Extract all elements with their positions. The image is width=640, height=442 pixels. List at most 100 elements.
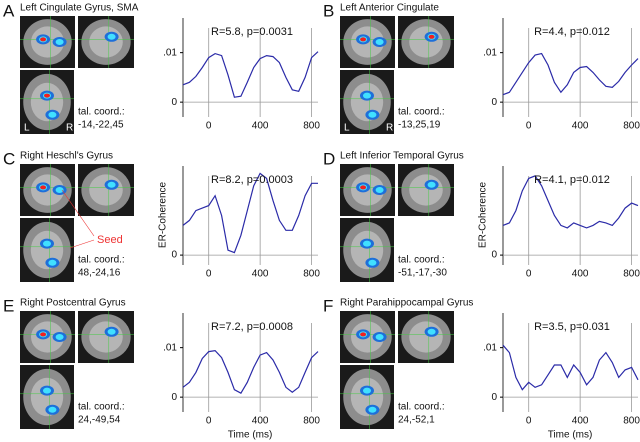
activation <box>363 240 371 247</box>
region-title: Left Anterior Cingulate <box>340 3 439 14</box>
activation <box>107 328 116 335</box>
panel-letter: E <box>3 296 14 315</box>
panel-letter: B <box>323 1 334 20</box>
activation <box>428 34 435 39</box>
brain-inner <box>89 26 123 58</box>
y-tick-label: 0 <box>491 97 497 108</box>
x-tick-label: 0 <box>526 416 532 427</box>
y-tick-label: 0 <box>171 250 177 261</box>
activation <box>55 187 64 193</box>
x-tick-label: 0 <box>526 121 532 132</box>
activation <box>360 332 367 337</box>
coherence-line <box>182 172 318 254</box>
coord-label: tal. coord.: <box>398 255 445 266</box>
x-tick-label: 0 <box>206 416 212 427</box>
panel-letter: C <box>3 149 15 168</box>
annotation: R=7.2, p=0.0008 <box>211 321 293 333</box>
coord-value: 24,-52,1 <box>398 415 435 426</box>
coord-label: tal. coord.: <box>398 107 445 118</box>
activation <box>363 387 371 394</box>
coord-label: tal. coord.: <box>78 402 125 413</box>
activation <box>48 406 57 413</box>
brain-inner <box>409 321 443 353</box>
brain-inner <box>409 26 443 58</box>
brain-inner <box>89 321 123 353</box>
coord-value: -13,25,19 <box>398 120 441 131</box>
x-tick-label: 800 <box>303 121 320 132</box>
seed-pointer <box>69 239 95 249</box>
y-axis-label: ER-Coherence <box>478 181 489 248</box>
region-title: Right Heschl's Gyrus <box>20 151 113 162</box>
orientation-label: R <box>66 123 73 134</box>
y-axis-label: ER-Coherence <box>158 181 169 248</box>
activation <box>43 240 51 247</box>
brain-inner <box>89 174 123 206</box>
panel-letter: A <box>3 1 15 20</box>
x-tick-label: 400 <box>572 121 589 132</box>
x-tick-label: 400 <box>252 121 269 132</box>
orientation-label: R <box>386 123 393 134</box>
coherence-line <box>502 52 639 96</box>
orientation-label: L <box>24 123 30 134</box>
brain-inner <box>409 174 443 206</box>
x-tick-label: 800 <box>623 416 640 427</box>
activation <box>360 185 367 190</box>
annotation: R=4.1, p=0.012 <box>534 174 610 186</box>
coord-value: -14,-22,45 <box>78 120 124 131</box>
coherence-line <box>502 344 639 391</box>
coord-value: -51,-17,-30 <box>398 268 447 279</box>
y-tick-label: .01 <box>483 342 497 353</box>
activation <box>368 406 377 413</box>
activation <box>363 92 371 99</box>
y-tick-label: .01 <box>163 342 177 353</box>
region-title: Right Postcentral Gyrus <box>20 298 126 309</box>
y-tick-label: 0 <box>491 250 497 261</box>
region-title: Right Parahippocampal Gyrus <box>340 298 473 309</box>
activation <box>427 181 436 188</box>
orientation-label: L <box>344 123 350 134</box>
activation <box>43 387 51 394</box>
annotation: R=3.5, p=0.031 <box>534 321 610 333</box>
activation <box>40 185 47 190</box>
x-tick-label: 0 <box>526 269 532 280</box>
coord-value: 48,-24,16 <box>78 268 121 279</box>
activation <box>368 259 377 266</box>
x-tick-label: 800 <box>623 269 640 280</box>
panel-letter: F <box>323 296 333 315</box>
coord-label: tal. coord.: <box>78 107 125 118</box>
activation <box>375 39 384 45</box>
activation <box>55 39 64 45</box>
x-tick-label: 400 <box>572 416 589 427</box>
coord-label: tal. coord.: <box>398 402 445 413</box>
x-axis-label: Time (ms) <box>548 430 593 441</box>
x-tick-label: 0 <box>206 121 212 132</box>
activation <box>44 93 50 98</box>
region-title: Left Inferior Temporal Gyrus <box>340 151 464 162</box>
activation <box>55 334 64 340</box>
coherence-line <box>182 51 319 98</box>
x-tick-label: 800 <box>303 269 320 280</box>
x-tick-label: 400 <box>572 269 589 280</box>
y-tick-label: .01 <box>163 47 177 58</box>
annotation: R=8.2, p=0.0003 <box>211 174 293 186</box>
panel-letter: D <box>323 149 335 168</box>
activation <box>48 111 57 118</box>
seed-pointer <box>61 189 95 237</box>
y-tick-label: .01 <box>483 47 497 58</box>
x-tick-label: 0 <box>206 269 212 280</box>
activation <box>427 328 436 335</box>
activation <box>48 259 57 266</box>
x-axis-label: Time (ms) <box>228 430 273 441</box>
activation <box>40 332 47 337</box>
seed-label: Seed <box>97 234 123 246</box>
x-tick-label: 400 <box>252 269 269 280</box>
annotation: R=4.4, p=0.012 <box>534 26 610 38</box>
activation <box>375 187 384 193</box>
activation <box>375 334 384 340</box>
activation <box>368 111 377 118</box>
coherence-line <box>502 175 639 229</box>
activation <box>360 37 367 42</box>
activation <box>40 37 47 42</box>
y-tick-label: 0 <box>491 392 497 403</box>
x-tick-label: 400 <box>252 416 269 427</box>
